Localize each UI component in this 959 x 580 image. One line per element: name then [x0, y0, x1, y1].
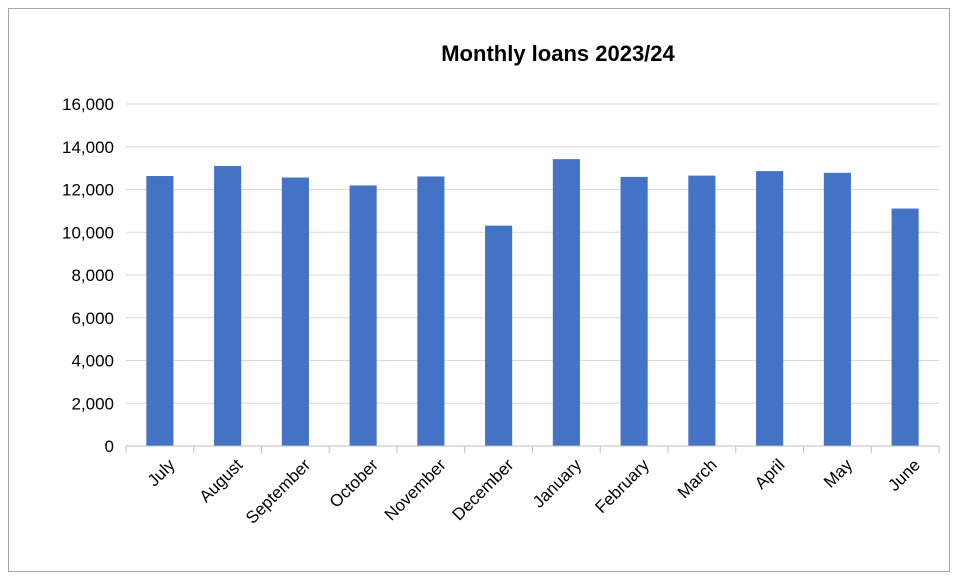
bar-december	[485, 225, 513, 446]
bar-february	[620, 176, 648, 447]
x-tick-label-april: April	[751, 455, 788, 492]
bar-april	[756, 171, 784, 446]
bar-may	[823, 172, 851, 446]
x-tick-label-november: November	[381, 455, 450, 524]
y-tick-label: 2,000	[71, 394, 114, 413]
y-tick-label: 0	[105, 437, 114, 456]
y-tick-label: 14,000	[62, 138, 114, 157]
x-tick-label-october: October	[326, 455, 382, 511]
x-tick-label-august: August	[196, 455, 247, 506]
bar-november	[417, 176, 445, 446]
y-tick-label: 16,000	[62, 95, 114, 114]
x-tick-label-december: December	[449, 455, 518, 524]
bar-september	[281, 177, 309, 446]
x-axis	[125, 445, 940, 453]
gridlines	[126, 103, 939, 404]
x-tick-label-january: January	[529, 455, 586, 512]
x-tick-label-may: May	[820, 455, 856, 491]
y-tick-label: 4,000	[71, 352, 114, 371]
x-tick-label-march: March	[674, 455, 721, 502]
y-tick-label: 10,000	[62, 223, 114, 242]
x-tick-label-july: July	[144, 455, 179, 490]
bar-march	[688, 175, 716, 446]
bar-october	[349, 185, 377, 446]
y-tick-label: 6,000	[71, 309, 114, 328]
bar-june	[891, 208, 919, 446]
bar-august	[214, 165, 242, 447]
x-tick-label-september: September	[242, 455, 314, 527]
bars	[146, 159, 919, 447]
bar-july	[146, 176, 174, 446]
bar-january	[552, 159, 580, 446]
y-axis-tick-labels: 0 2,000 4,000 6,000 8,000 10,000 12,000 14,000 1…	[62, 95, 114, 456]
chart-title: Monthly loans 2023/24	[441, 41, 675, 66]
y-tick-label: 8,000	[71, 266, 114, 285]
x-tick-label-february: February	[591, 455, 653, 517]
x-tick-label-june: June	[884, 455, 924, 495]
y-tick-label: 12,000	[62, 181, 114, 200]
